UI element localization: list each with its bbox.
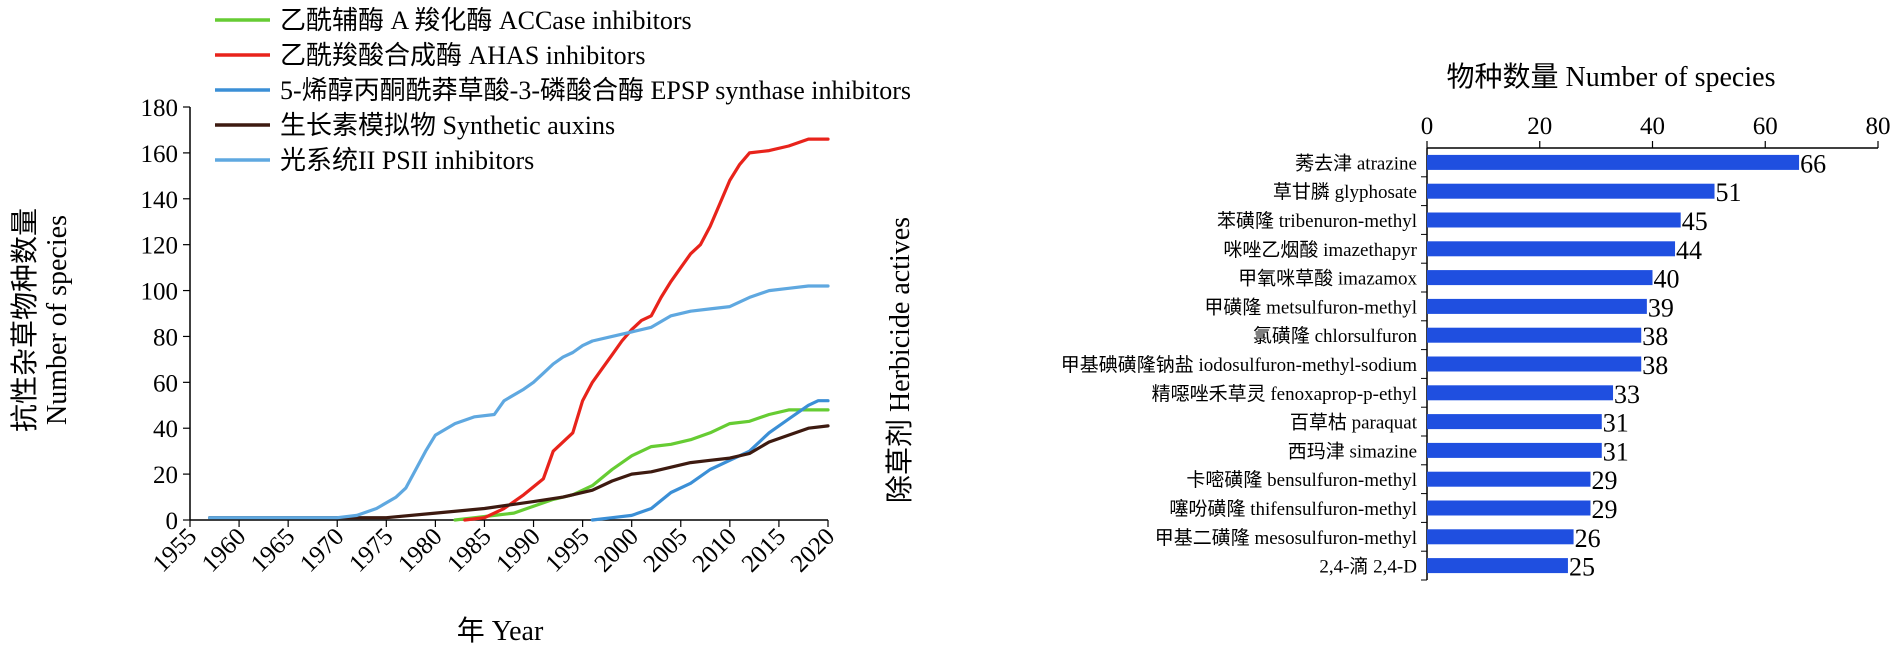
bar-value-label: 66 — [1800, 149, 1826, 178]
bar-category-label: 草甘膦 glyphosate — [1273, 181, 1417, 203]
legend-entry: 乙酰羧酸合成酶 AHAS inhibitors — [280, 41, 645, 70]
bar-value-label: 38 — [1642, 351, 1668, 380]
bar — [1427, 328, 1641, 343]
x-tick-label: 1965 — [246, 523, 300, 577]
legend-entry: 乙酰辅酶 A 羧化酶 ACCase inhibitors — [280, 6, 692, 35]
x-tick-label: 1960 — [197, 523, 251, 577]
x-tick-label: 2005 — [639, 523, 693, 577]
bar — [1427, 299, 1647, 314]
y-tick-label: 20 — [153, 462, 178, 489]
series-line — [210, 426, 828, 518]
x-tick-label: 1995 — [540, 523, 594, 577]
bar-category-label: 莠去津 atrazine — [1295, 152, 1417, 174]
bar-x-tick-label: 20 — [1527, 113, 1552, 140]
bar-category-label: 西玛津 simazine — [1288, 440, 1417, 462]
bar-category-label: 甲氧咪草酸 imazamox — [1238, 268, 1417, 290]
x-tick-label: 1970 — [295, 523, 349, 577]
bar-category-label: 苯磺隆 tribenuron-methyl — [1217, 210, 1417, 232]
bar-value-label: 33 — [1614, 380, 1640, 409]
y-tick-label: 80 — [153, 324, 178, 351]
bar-category-label: 精噁唑禾草灵 fenoxaprop-p-ethyl — [1152, 383, 1417, 405]
y-axis-label-line2: Number of species — [42, 215, 73, 425]
y-tick-label: 60 — [153, 370, 178, 397]
bar — [1427, 270, 1653, 285]
bar — [1427, 385, 1613, 400]
bar-value-label: 51 — [1716, 178, 1742, 207]
x-tick-label: 1980 — [393, 523, 447, 577]
x-tick-label: 1990 — [491, 523, 545, 577]
y-axis-label-line1: 抗性杂草物种数量 — [9, 208, 41, 432]
bar — [1427, 501, 1590, 516]
bar — [1427, 155, 1799, 170]
bar-chart-title: 物种数量 Number of species — [1447, 61, 1776, 93]
bar-x-tick-label: 80 — [1866, 113, 1890, 140]
series-line — [210, 286, 828, 518]
bar — [1427, 184, 1715, 199]
bar — [1427, 558, 1568, 573]
bar-category-label: 噻吩磺隆 thifensulfuron-methyl — [1170, 498, 1418, 520]
bar — [1427, 443, 1602, 458]
x-tick-label: 1985 — [442, 523, 496, 577]
bar-category-label: 甲基碘磺隆钠盐 iodosulfuron-methyl-sodium — [1061, 354, 1417, 376]
y-tick-label: 40 — [153, 416, 178, 443]
legend-entry: 光系统II PSII inhibitors — [280, 146, 534, 175]
bar-value-label: 29 — [1591, 495, 1617, 524]
line-series-group — [210, 139, 828, 520]
x-axis-label: 年 Year — [457, 615, 544, 647]
legend: 乙酰辅酶 A 羧化酶 ACCase inhibitors 乙酰羧酸合成酶 AHAS… — [215, 6, 911, 175]
y-tick-label: 120 — [141, 233, 179, 260]
y-tick-label: 160 — [141, 141, 179, 168]
bar-category-label: 2,4-滴 2,4-D — [1319, 556, 1417, 578]
y-tick-label: 140 — [141, 187, 179, 214]
y-tick-label: 180 — [141, 95, 179, 122]
bar-category-label: 咪唑乙烟酸 imazethapyr — [1223, 239, 1417, 261]
line-chart: 乙酰辅酶 A 羧化酶 ACCase inhibitors 乙酰羧酸合成酶 AHAS… — [9, 6, 911, 647]
x-tick-label: 1975 — [344, 523, 398, 577]
x-tick-label: 1955 — [148, 523, 202, 577]
bar-category-label: 甲基二磺隆 mesosulfuron-methyl — [1155, 527, 1417, 549]
bar-value-label: 31 — [1603, 437, 1629, 466]
bar — [1427, 357, 1641, 372]
bar — [1427, 529, 1574, 544]
bar-value-label: 45 — [1682, 207, 1708, 236]
bar — [1427, 472, 1590, 487]
x-tick-label: 2020 — [786, 523, 840, 577]
x-tick-label: 2000 — [589, 523, 643, 577]
bar-category-label: 百草枯 paraquat — [1290, 412, 1418, 434]
bar — [1427, 213, 1681, 228]
bar-chart: 物种数量 Number of species 除草剂 Herbicide act… — [884, 61, 1890, 582]
bar — [1427, 414, 1602, 429]
bar-group: 莠去津 atrazine 66 草甘膦 glyphosate 51 苯磺隆 triben… — [1061, 149, 1826, 581]
bar-value-label: 25 — [1569, 553, 1595, 582]
bar-value-label: 26 — [1575, 524, 1601, 553]
y-tick-label: 100 — [141, 279, 179, 306]
bar-x-tick-label: 40 — [1640, 113, 1665, 140]
bar-value-label: 38 — [1642, 322, 1668, 351]
legend-entry: 5-烯醇丙酮酰莽草酸-3-磷酸合酶 EPSP synthase inhibito… — [280, 76, 911, 105]
legend-entry: 生长素模拟物 Synthetic auxins — [280, 111, 615, 140]
bar-value-label: 31 — [1603, 409, 1629, 438]
bar-value-label: 39 — [1648, 293, 1674, 322]
bar-category-label: 卡嘧磺隆 bensulfuron-methyl — [1186, 469, 1417, 491]
x-tick-label: 2010 — [688, 523, 742, 577]
bar-value-label: 29 — [1591, 466, 1617, 495]
bar-value-label: 40 — [1654, 265, 1680, 294]
x-tick-label: 2015 — [737, 523, 791, 577]
bar-category-label: 氯磺隆 chlorsulfuron — [1253, 325, 1418, 347]
bar-chart-y-axis-label: 除草剂 Herbicide actives — [884, 217, 916, 503]
bar-value-label: 44 — [1676, 236, 1702, 265]
bar-x-tick-label: 0 — [1421, 113, 1434, 140]
bar-category-label: 甲磺隆 metsulfuron-methyl — [1204, 296, 1417, 318]
bar — [1427, 241, 1675, 256]
bar-x-tick-label: 60 — [1753, 113, 1778, 140]
